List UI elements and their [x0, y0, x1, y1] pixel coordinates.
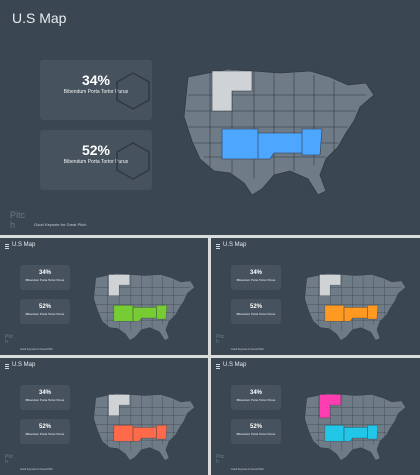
main-slide[interactable]: U.S Map 34% Bibendum Porta Tortor Purus …: [0, 0, 420, 235]
stat-label-1: Bibendum Porta Tortor Purus: [236, 398, 276, 402]
us-map-shapes: [304, 393, 406, 461]
thumbnail-slide-4[interactable]: U.S Map 34% Bibendum Porta Tortor Purus …: [211, 358, 420, 475]
stat-card-1: 34% Bibendum Porta Tortor Purus: [20, 385, 70, 410]
tagline: Good Keynote for Great Pitch: [20, 468, 53, 471]
highlighted-northern-states: [211, 70, 253, 112]
stat-card-1: 34% Bibendum Porta Tortor Purus: [40, 60, 152, 120]
thumbnail-slide-2[interactable]: U.S Map 34% Bibendum Porta Tortor Purus …: [211, 238, 420, 355]
stat-card-1: 34% Bibendum Porta Tortor Purus: [20, 265, 70, 290]
stat-label-1: Bibendum Porta Tortor Purus: [236, 278, 276, 282]
stat-label-1: Bibendum Porta Tortor Purus: [25, 278, 65, 282]
slide-title: U.S Map: [223, 362, 247, 368]
highlighted-northern-states: [108, 394, 130, 416]
thumbnail-slide-1[interactable]: U.S Map 34% Bibendum Porta Tortor Purus …: [0, 238, 208, 355]
stat-label-2: Bibendum Porta Tortor Purus: [236, 432, 276, 436]
stat-value-2: 52%: [38, 304, 51, 310]
menu-icon: [5, 244, 9, 249]
pitch-logo: Pitc h: [5, 454, 14, 465]
stat-value-1: 34%: [38, 270, 51, 276]
stat-card-1: 34% Bibendum Porta Tortor Purus: [231, 265, 281, 290]
tagline: Good Keynote for Great Pitch: [231, 348, 264, 351]
stat-label-2: Bibendum Porta Tortor Purus: [236, 312, 276, 316]
us-map-shapes: [304, 273, 406, 341]
us-map: [304, 273, 406, 341]
highlighted-southern-states: [221, 128, 323, 160]
us-map: [304, 393, 406, 461]
stat-label-2: Bibendum Porta Tortor Purus: [25, 312, 65, 316]
menu-icon: [5, 364, 9, 369]
tagline: Good Keynote for Great Pitch: [34, 222, 87, 227]
stat-card-2: 52% Bibendum Porta Tortor Purus: [20, 419, 70, 444]
slide-title: U.S Map: [12, 242, 36, 248]
pitch-logo: Pitc h: [216, 334, 225, 345]
stat-label-1: Bibendum Porta Tortor Purus: [25, 398, 65, 402]
highlighted-southern-states: [113, 305, 168, 322]
pitch-logo: Pitc h: [10, 210, 26, 230]
menu-icon: [216, 364, 220, 369]
highlighted-northern-states: [108, 274, 130, 296]
stat-value-2: 52%: [249, 424, 262, 430]
stat-label-2: Bibendum Porta Tortor Purus: [63, 159, 129, 165]
stat-card-1: 34% Bibendum Porta Tortor Purus: [231, 385, 281, 410]
hexagon-icon: [116, 72, 150, 110]
stat-value-1: 34%: [249, 390, 262, 396]
us-map: [93, 393, 195, 461]
us-map-shapes: [183, 68, 375, 196]
slide-title: U.S Map: [12, 362, 36, 368]
stat-card-2: 52% Bibendum Porta Tortor Purus: [40, 130, 152, 190]
slide-title: U.S Map: [12, 10, 67, 26]
us-map-shapes: [93, 273, 195, 341]
highlighted-southern-states: [324, 305, 379, 322]
stat-card-2: 52% Bibendum Porta Tortor Purus: [231, 419, 281, 444]
stat-value-2: 52%: [249, 304, 262, 310]
stat-value-1: 34%: [81, 72, 111, 88]
us-map-shapes: [93, 393, 195, 461]
us-map: [93, 273, 195, 341]
highlighted-northern-states: [319, 394, 341, 419]
stat-card-2: 52% Bibendum Porta Tortor Purus: [231, 299, 281, 324]
stat-value-1: 34%: [249, 270, 262, 276]
pitch-logo: Pitc h: [216, 454, 225, 465]
thumbnail-slide-3[interactable]: U.S Map 34% Bibendum Porta Tortor Purus …: [0, 358, 208, 475]
stat-value-2: 52%: [38, 424, 51, 430]
highlighted-southern-states: [113, 425, 168, 442]
menu-icon: [216, 244, 220, 249]
pitch-logo: Pitc h: [5, 334, 14, 345]
stat-label-1: Bibendum Porta Tortor Purus: [63, 89, 129, 95]
highlighted-northern-states: [319, 274, 341, 296]
us-map: [183, 68, 375, 196]
tagline: Good Keynote for Great Pitch: [231, 468, 264, 471]
hexagon-icon: [116, 142, 150, 180]
tagline: Good Keynote for Great Pitch: [20, 348, 53, 351]
stat-value-1: 34%: [38, 390, 51, 396]
slide-title: U.S Map: [223, 242, 247, 248]
stat-card-2: 52% Bibendum Porta Tortor Purus: [20, 299, 70, 324]
highlighted-southern-states: [324, 425, 379, 442]
stat-value-2: 52%: [81, 142, 111, 158]
stat-label-2: Bibendum Porta Tortor Purus: [25, 432, 65, 436]
